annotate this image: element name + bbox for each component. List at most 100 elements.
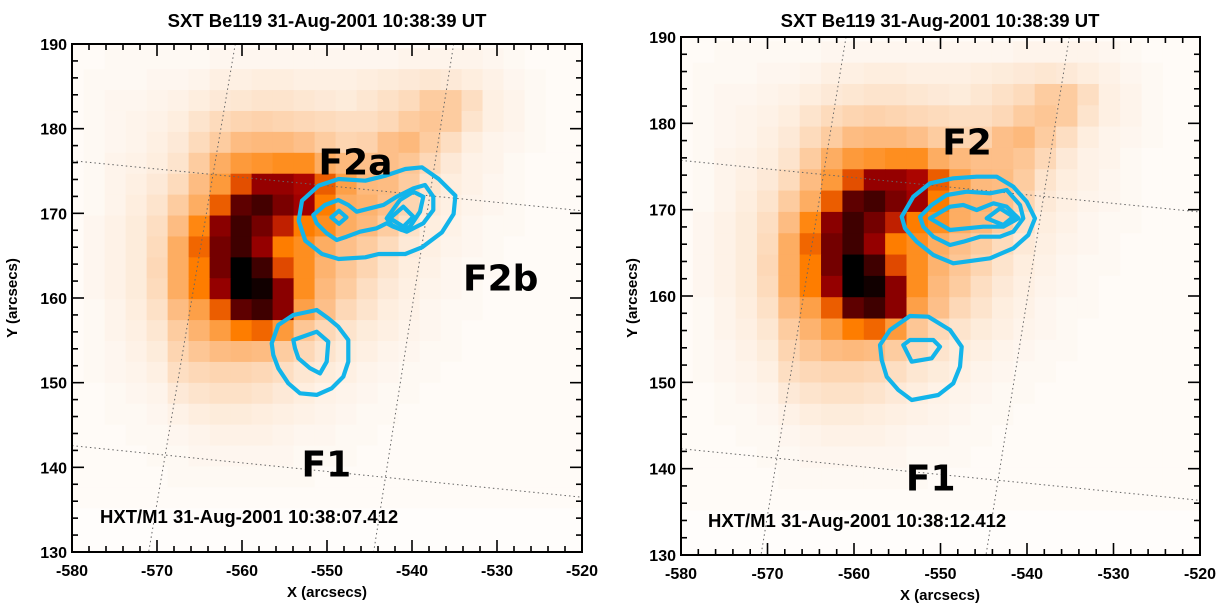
image-pixel [146, 487, 169, 509]
image-pixel [146, 299, 169, 321]
image-pixel [821, 254, 844, 277]
image-pixel [440, 424, 463, 447]
image-pixel [1184, 62, 1200, 85]
image-pixel [545, 361, 568, 384]
image-pixel [906, 254, 929, 277]
image-pixel [949, 425, 972, 448]
image-pixel [1056, 41, 1079, 64]
image-pixel [356, 69, 379, 91]
image-pixel [927, 147, 950, 170]
image-pixel [251, 69, 274, 91]
image-pixel [1141, 211, 1164, 234]
image-pixel [821, 37, 844, 42]
image-pixel [970, 425, 993, 448]
grid-line [681, 448, 1200, 501]
image-pixel [692, 297, 715, 320]
image-pixel [1162, 83, 1185, 106]
image-pixel [927, 62, 950, 85]
image-pixel [72, 466, 85, 488]
image-pixel [566, 341, 582, 363]
image-pixel [293, 152, 316, 175]
image-pixel [681, 211, 694, 234]
image-pixel [335, 466, 358, 488]
image-pixel [125, 131, 148, 154]
image-pixel [83, 173, 106, 196]
image-pixel [1141, 339, 1164, 362]
image-pixel [863, 147, 886, 170]
image-pixel [906, 531, 929, 554]
image-pixel [482, 445, 505, 468]
image-pixel [1013, 339, 1036, 362]
image-pixel [230, 466, 253, 488]
image-pixel [756, 62, 779, 85]
image-pixel [714, 190, 737, 213]
image-pixel [272, 341, 295, 363]
image-pixel [125, 508, 148, 530]
image-pixel [842, 403, 865, 426]
image-pixel [503, 257, 526, 279]
image-pixel [842, 489, 865, 512]
contour-F2-middle [917, 187, 1026, 248]
image-pixel [440, 90, 463, 112]
image-pixel [756, 467, 779, 490]
image-pixel [927, 126, 950, 149]
image-pixel [524, 445, 547, 468]
feature-label-f2a: F2a [319, 142, 393, 183]
image-pixel [949, 126, 972, 149]
image-pixel [1120, 446, 1143, 469]
image-pixel [1162, 361, 1185, 384]
image-pixel [799, 233, 822, 256]
contour-F2-middle [311, 182, 436, 243]
image-pixel [251, 361, 274, 384]
image-pixel [970, 446, 993, 469]
image-pixel [419, 361, 442, 384]
image-pixel [524, 424, 547, 447]
image-pixel [377, 173, 400, 196]
image-pixel [83, 403, 106, 426]
image-pixel [1098, 147, 1121, 170]
image-pixel [440, 236, 463, 258]
image-pixel [419, 236, 442, 258]
image-pixel [1056, 211, 1079, 234]
image-pixel [906, 510, 929, 533]
image-pixel [1056, 318, 1079, 341]
image-pixel [272, 69, 295, 91]
image-pixel [440, 361, 463, 384]
image-pixel [335, 320, 358, 342]
image-pixel [230, 508, 253, 530]
image-pixel [377, 299, 400, 321]
image-pixel [1120, 275, 1143, 298]
image-pixel [125, 445, 148, 468]
image-pixel [146, 257, 169, 279]
image-pixel [377, 361, 400, 384]
image-pixel [503, 278, 526, 300]
image-pixel [83, 529, 106, 551]
contour-F2-outer [899, 174, 1038, 266]
image-pixel [356, 299, 379, 321]
image-pixel [335, 48, 358, 70]
image-pixel [482, 173, 505, 196]
image-pixel [230, 424, 253, 447]
image-pixel [799, 169, 822, 192]
image-pixel [1141, 425, 1164, 448]
image-pixel [1162, 211, 1185, 234]
image-pixel [842, 190, 865, 213]
image-pixel [146, 131, 169, 154]
image-pixel [1184, 169, 1200, 192]
image-pixel [756, 190, 779, 213]
image-pixel [1120, 211, 1143, 234]
image-pixel [272, 110, 295, 133]
image-pixel [398, 382, 421, 405]
image-pixel [356, 152, 379, 175]
image-pixel [356, 382, 379, 405]
image-pixel [419, 48, 442, 70]
image-pixel [251, 466, 274, 488]
image-pixel [545, 403, 568, 426]
image-pixel [1056, 233, 1079, 256]
image-pixel [778, 510, 801, 533]
image-pixel [714, 169, 737, 192]
image-pixel [821, 126, 844, 149]
image-pixel [83, 44, 106, 49]
image-pixel [778, 169, 801, 192]
image-pixel [949, 41, 972, 64]
